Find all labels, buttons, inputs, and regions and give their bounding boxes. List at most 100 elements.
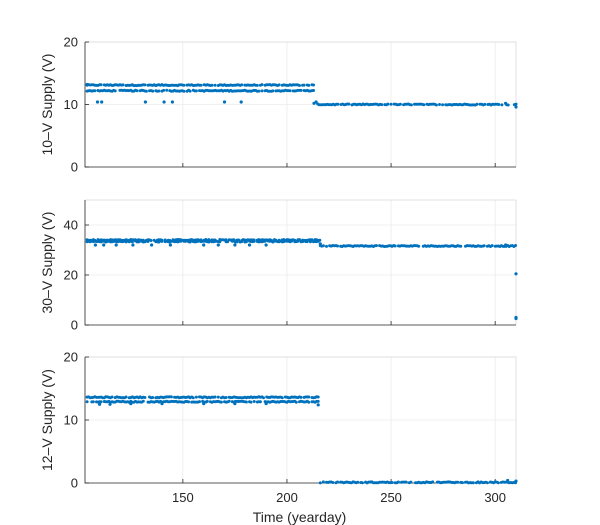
data-point <box>218 240 222 244</box>
data-point <box>247 243 252 247</box>
series-markers <box>85 238 518 321</box>
subplot-2: 0 20 40 30–V Supply (V) <box>39 199 518 333</box>
data-point <box>398 102 402 106</box>
data-point <box>299 88 303 92</box>
data-point <box>506 103 510 107</box>
data-point <box>307 83 311 87</box>
data-point <box>146 240 150 243</box>
data-point <box>143 396 147 399</box>
data-point <box>244 400 248 404</box>
data-point <box>298 84 301 87</box>
data-point <box>485 481 489 485</box>
data-point <box>258 400 262 404</box>
data-point <box>150 243 154 247</box>
data-point <box>316 399 320 403</box>
data-point <box>121 83 125 87</box>
data-point <box>375 244 378 248</box>
subplot-1: 0 10 20 10–V Supply (V) <box>39 35 518 175</box>
data-point <box>213 83 217 87</box>
data-point <box>264 402 268 406</box>
data-point <box>95 100 100 104</box>
y-tick-label: 40 <box>64 218 78 233</box>
data-point <box>199 83 203 87</box>
data-point <box>301 240 305 244</box>
y-axis-label: 30–V Supply (V) <box>39 212 55 314</box>
data-point <box>135 89 139 93</box>
data-point <box>240 83 244 87</box>
data-point <box>98 402 102 406</box>
data-point <box>336 102 340 106</box>
data-point <box>233 243 237 247</box>
data-point <box>165 88 169 92</box>
data-point <box>336 480 339 484</box>
data-point <box>210 83 214 87</box>
series-markers <box>85 82 518 109</box>
data-point <box>288 89 292 93</box>
data-point <box>277 83 281 87</box>
data-point <box>260 89 264 93</box>
data-point <box>244 240 248 244</box>
data-point <box>222 100 227 104</box>
axes-lines <box>84 200 516 326</box>
data-point <box>496 481 500 485</box>
data-point <box>312 89 315 92</box>
data-point <box>143 100 147 104</box>
y-tick-label: 0 <box>71 318 78 333</box>
data-point <box>290 239 294 243</box>
data-point <box>85 82 89 87</box>
x-axis-label: Time (yearday) <box>253 509 347 525</box>
data-point <box>226 240 230 244</box>
x-tick-label: 150 <box>172 490 194 505</box>
data-point <box>271 89 275 93</box>
data-point <box>184 239 187 243</box>
data-point <box>504 101 508 105</box>
data-point <box>336 244 339 248</box>
data-point <box>422 103 426 107</box>
data-point <box>280 396 284 400</box>
data-point <box>141 399 145 403</box>
data-point <box>514 102 518 106</box>
y-tick-label: 0 <box>71 476 78 491</box>
data-point <box>131 243 135 247</box>
data-point <box>321 244 325 248</box>
data-point <box>85 400 89 404</box>
data-point <box>151 396 155 399</box>
data-point <box>168 243 172 247</box>
data-point <box>110 395 114 399</box>
data-point <box>302 83 306 87</box>
data-point <box>417 244 421 248</box>
data-point <box>456 480 460 484</box>
data-point <box>91 400 95 404</box>
data-point <box>483 102 487 106</box>
data-point <box>296 239 300 243</box>
data-point <box>179 239 183 243</box>
data-point <box>316 395 320 399</box>
data-point <box>386 102 390 106</box>
axes-box <box>85 356 517 483</box>
data-point <box>170 100 174 104</box>
x-tick-label: 250 <box>380 490 402 505</box>
data-point <box>312 83 315 87</box>
data-point <box>130 240 134 244</box>
data-point <box>108 402 112 406</box>
data-point <box>198 400 201 404</box>
data-point <box>240 240 244 244</box>
data-point <box>482 244 486 248</box>
data-point <box>331 481 335 484</box>
data-point <box>160 239 164 243</box>
y-axis-label: 10–V Supply (V) <box>39 54 55 156</box>
axes-box <box>85 199 517 325</box>
data-point <box>162 100 166 104</box>
data-point <box>255 83 259 87</box>
y-tick-label: 10 <box>64 97 78 112</box>
data-point <box>514 244 517 247</box>
data-point <box>318 242 322 246</box>
data-point <box>263 239 267 243</box>
data-point <box>347 102 351 106</box>
data-point <box>227 399 231 403</box>
data-point <box>99 83 103 87</box>
y-tick-label: 20 <box>64 350 78 365</box>
data-point <box>316 239 320 243</box>
data-point <box>182 83 186 87</box>
